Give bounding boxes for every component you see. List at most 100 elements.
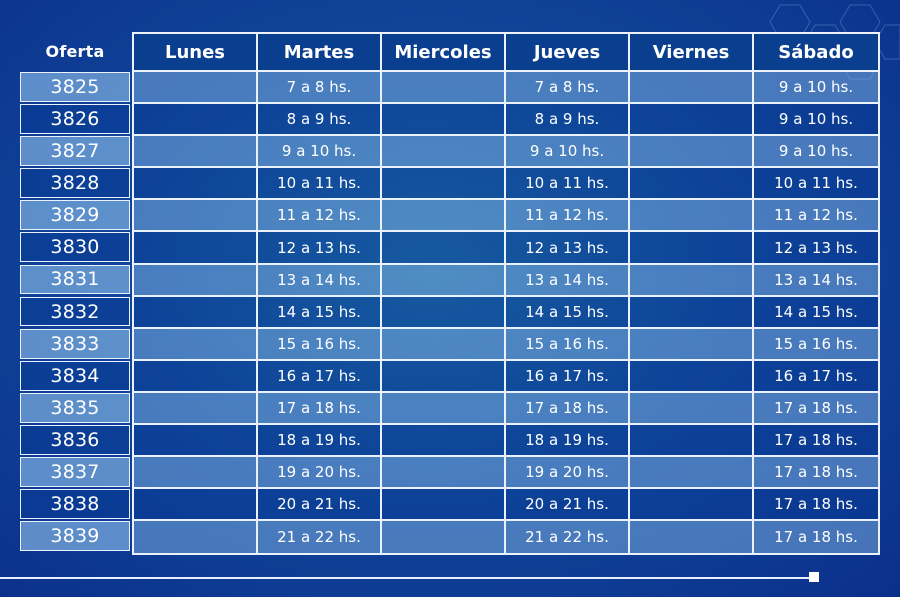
schedule-cell-viernes (630, 168, 754, 201)
schedule-cell-jueves: 11 a 12 hs. (506, 200, 630, 233)
schedule-cell-martes: 16 a 17 hs. (258, 360, 382, 393)
oferta-cell: 3828 (20, 168, 130, 199)
schedule-cell-lunes (134, 521, 258, 554)
schedule-cell-miercoles (382, 264, 506, 297)
oferta-cell: 3826 (20, 104, 130, 134)
schedule-cell-miercoles (382, 425, 506, 458)
schedule-cell-jueves: 13 a 14 hs. (506, 264, 630, 297)
schedule-cell-martes: 13 a 14 hs. (258, 264, 382, 297)
schedule-cell-miercoles (382, 136, 506, 169)
schedule-cell-lunes (134, 232, 258, 265)
schedule-cell-lunes (134, 489, 258, 522)
schedule-cell-jueves: 17 a 18 hs. (506, 392, 630, 426)
schedule-cell-sabado: 16 a 17 hs. (754, 360, 878, 393)
schedule-cell-lunes (134, 296, 258, 329)
schedule-cell-miercoles (382, 296, 506, 329)
oferta-cell: 3833 (20, 328, 130, 359)
schedule-cell-lunes (134, 264, 258, 297)
schedule-cell-jueves: 8 a 9 hs. (506, 104, 630, 137)
schedule-cell-lunes (134, 104, 258, 137)
oferta-cell: 3839 (20, 521, 130, 552)
schedule-cell-viernes (630, 328, 754, 361)
schedule-cell-jueves: 20 a 21 hs. (506, 489, 630, 522)
schedule-cell-miercoles (382, 168, 506, 201)
schedule-cell-lunes (134, 328, 258, 361)
schedule-cell-miercoles (382, 232, 506, 265)
column-header-viernes: Viernes (630, 34, 754, 72)
oferta-cell: 3825 (20, 72, 130, 102)
schedule-cell-jueves: 15 a 16 hs. (506, 328, 630, 361)
schedule-cell-miercoles (382, 521, 506, 554)
column-header-martes: Martes (258, 34, 382, 72)
schedule-cell-miercoles (382, 392, 506, 426)
schedule-cell-sabado: 9 a 10 hs. (754, 104, 878, 137)
oferta-cell: 3832 (20, 296, 130, 327)
schedule-cell-viernes (630, 104, 754, 137)
schedule-cell-lunes (134, 136, 258, 169)
schedule-cell-viernes (630, 489, 754, 522)
schedule-cell-sabado: 11 a 12 hs. (754, 200, 878, 233)
divider-end-square (809, 572, 819, 582)
schedule-cell-sabado: 17 a 18 hs. (754, 489, 878, 522)
oferta-cell: 3827 (20, 136, 130, 166)
schedule-cell-viernes (630, 136, 754, 169)
schedule-cell-lunes (134, 425, 258, 458)
schedule-cell-sabado: 13 a 14 hs. (754, 264, 878, 297)
oferta-cell: 3835 (20, 392, 130, 423)
schedule-cell-martes: 15 a 16 hs. (258, 328, 382, 361)
schedule-cell-miercoles (382, 360, 506, 393)
schedule-cell-lunes (134, 168, 258, 201)
schedule-cell-miercoles (382, 328, 506, 361)
schedule-cell-jueves: 12 a 13 hs. (506, 232, 630, 265)
schedule-cell-sabado: 10 a 11 hs. (754, 168, 878, 201)
column-header-lunes: Lunes (134, 34, 258, 72)
schedule-cell-jueves: 7 a 8 hs. (506, 72, 630, 105)
schedule-cell-miercoles (382, 489, 506, 522)
schedule-cell-lunes (134, 360, 258, 393)
schedule-cell-miercoles (382, 200, 506, 233)
schedule-cell-martes: 7 a 8 hs. (258, 72, 382, 105)
schedule-cell-martes: 18 a 19 hs. (258, 425, 382, 458)
schedule-cell-sabado: 17 a 18 hs. (754, 425, 878, 458)
schedule-cell-sabado: 15 a 16 hs. (754, 328, 878, 361)
oferta-cell: 3831 (20, 264, 130, 295)
schedule-cell-viernes (630, 392, 754, 426)
schedule-cell-miercoles (382, 72, 506, 105)
schedule-cell-sabado: 14 a 15 hs. (754, 296, 878, 329)
oferta-header: Oferta (45, 41, 105, 61)
schedule-cell-viernes (630, 296, 754, 329)
oferta-cell: 3834 (20, 360, 130, 391)
schedule-cell-jueves: 21 a 22 hs. (506, 521, 630, 554)
schedule-cell-viernes (630, 264, 754, 297)
schedule-cell-sabado: 17 a 18 hs. (754, 521, 878, 554)
schedule-cell-martes: 20 a 21 hs. (258, 489, 382, 522)
schedule-cell-martes: 21 a 22 hs. (258, 521, 382, 554)
schedule-cell-jueves: 16 a 17 hs. (506, 360, 630, 393)
oferta-cell: 3836 (20, 425, 130, 455)
oferta-cell: 3830 (20, 232, 130, 263)
schedule-cell-martes: 11 a 12 hs. (258, 200, 382, 233)
schedule-cell-lunes (134, 457, 258, 490)
schedule-cell-miercoles (382, 457, 506, 490)
schedule-cell-lunes (134, 200, 258, 233)
schedule-cell-sabado: 17 a 18 hs. (754, 392, 878, 426)
column-header-sabado: Sábado (754, 34, 878, 72)
bottom-divider (0, 577, 815, 579)
oferta-column: 3825 3826 3827 3828 3829 3830 3831 3832 3833 3834… (20, 72, 130, 553)
schedule-cell-sabado: 9 a 10 hs. (754, 136, 878, 169)
schedule-cell-lunes (134, 72, 258, 105)
schedule-cell-jueves: 19 a 20 hs. (506, 457, 630, 490)
schedule-cell-viernes (630, 232, 754, 265)
schedule-cell-martes: 17 a 18 hs. (258, 392, 382, 426)
schedule-cell-miercoles (382, 104, 506, 137)
schedule-table: Lunes Martes Miercoles Jueves Viernes Sábado 7… (132, 32, 880, 556)
schedule-cell-martes: 10 a 11 hs. (258, 168, 382, 201)
schedule-cell-viernes (630, 425, 754, 458)
schedule-cell-sabado: 17 a 18 hs. (754, 457, 878, 490)
column-header-jueves: Jueves (506, 34, 630, 72)
schedule-cell-viernes (630, 72, 754, 105)
schedule-cell-lunes (134, 392, 258, 426)
schedule-cell-viernes (630, 521, 754, 554)
oferta-cell: 3837 (20, 457, 130, 487)
schedule-cell-martes: 8 a 9 hs. (258, 104, 382, 137)
